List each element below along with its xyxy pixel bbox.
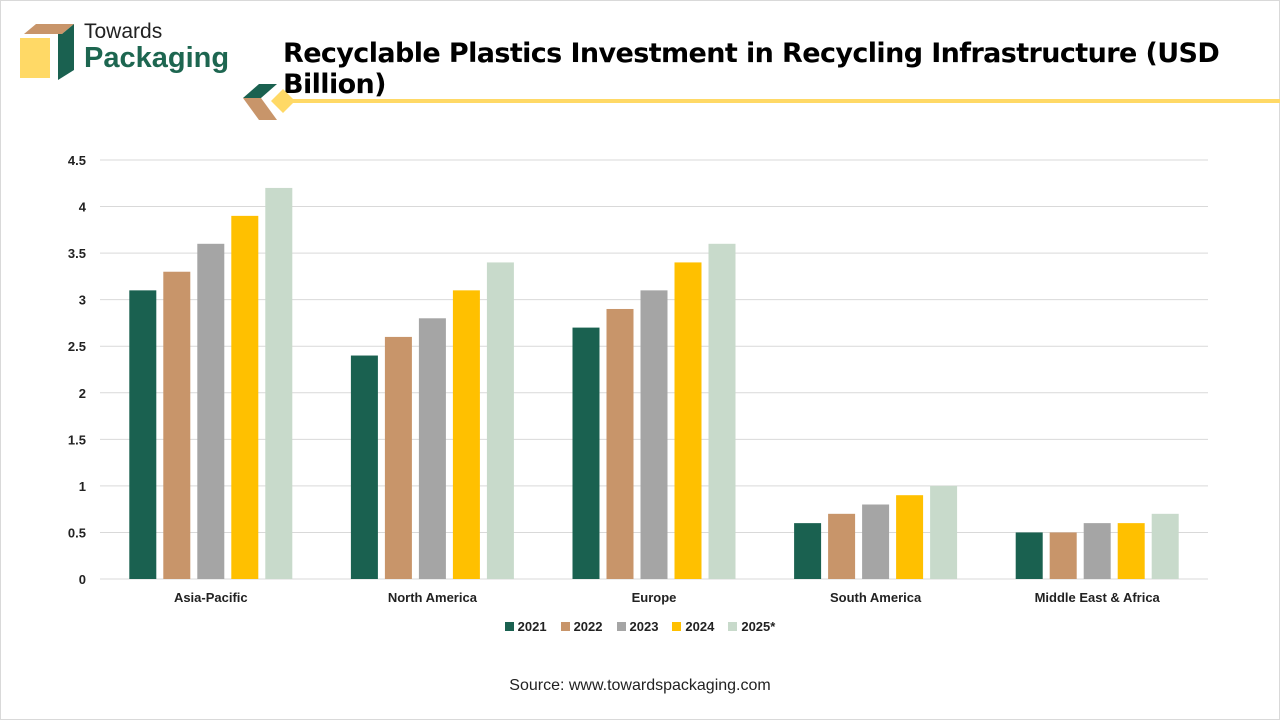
x-tick-label: Middle East & Africa <box>1035 590 1161 605</box>
y-tick-label: 1.5 <box>68 432 86 447</box>
bar-2025-4 <box>1151 513 1179 579</box>
legend-item: 2023 <box>616 619 659 634</box>
legend-item: 2024 <box>672 619 714 634</box>
bar-2023-0 <box>197 243 225 580</box>
y-tick-label: 2 <box>79 386 86 401</box>
brand-line2: Packaging <box>84 42 230 74</box>
bar-2021-1 <box>350 355 378 579</box>
x-tick-label: North America <box>388 590 478 605</box>
y-tick-label: 4.5 <box>68 153 86 168</box>
bar-2023-4 <box>1083 523 1111 579</box>
chart-title: Recyclable Plastics Investment in Recycl… <box>283 38 1220 100</box>
legend-label: 2024 <box>685 619 715 634</box>
y-tick-label: 4 <box>79 200 87 215</box>
bar-2025-1 <box>486 262 514 579</box>
bar-2023-1 <box>418 318 446 579</box>
legend-label: 2021 <box>517 619 547 634</box>
bar-2025-0 <box>265 187 293 579</box>
brand-line1: Towards <box>84 20 163 43</box>
title-underline-decoration <box>243 84 1280 120</box>
bar-2023-2 <box>640 290 668 579</box>
bar-2025-3 <box>930 485 958 579</box>
bar-2021-4 <box>1015 532 1043 579</box>
legend-swatch <box>616 622 626 631</box>
bar-2022-4 <box>1049 532 1077 579</box>
legend-label: 2023 <box>629 619 659 634</box>
y-tick-label: 2.5 <box>68 339 86 354</box>
bar-2021-3 <box>794 523 822 579</box>
y-tick-label: 0 <box>79 572 86 587</box>
bar-2024-1 <box>452 290 480 579</box>
legend-label: 2022 <box>573 619 603 634</box>
bar-2022-2 <box>606 308 634 579</box>
legend-item: 2021 <box>504 619 547 634</box>
x-tick-label: Europe <box>632 590 677 605</box>
legend-item: 2022 <box>560 619 603 634</box>
legend-item: 2025* <box>728 619 775 634</box>
legend-swatch <box>672 622 682 631</box>
bar-2024-2 <box>674 262 702 579</box>
legend: 2021 2022 2023 2024 2025* <box>0 619 1280 634</box>
legend-label: 2025* <box>741 619 776 634</box>
bar-2023-3 <box>862 504 890 579</box>
y-tick-label: 3.5 <box>68 246 86 261</box>
source-text: Source: www.towardspackaging.com <box>509 677 771 694</box>
bar-2022-3 <box>828 513 856 579</box>
legend-swatch <box>728 622 738 631</box>
bar-2024-0 <box>231 215 259 579</box>
x-tick-label: Asia-Pacific <box>174 590 248 605</box>
y-tick-label: 0.5 <box>68 525 86 540</box>
x-tick-label: South America <box>830 590 922 605</box>
legend-swatch <box>504 622 514 631</box>
bar-2022-0 <box>163 271 191 579</box>
bar-2022-1 <box>384 336 412 579</box>
bar-2024-3 <box>896 495 924 579</box>
y-tick-label: 3 <box>79 293 86 308</box>
y-tick-label: 1 <box>79 479 86 494</box>
bar-2021-0 <box>129 290 157 579</box>
logo-icon <box>20 24 74 80</box>
bar-2021-2 <box>572 327 600 579</box>
legend-swatch <box>560 622 570 631</box>
bar-2025-2 <box>708 243 736 580</box>
bar-2024-4 <box>1117 523 1145 579</box>
